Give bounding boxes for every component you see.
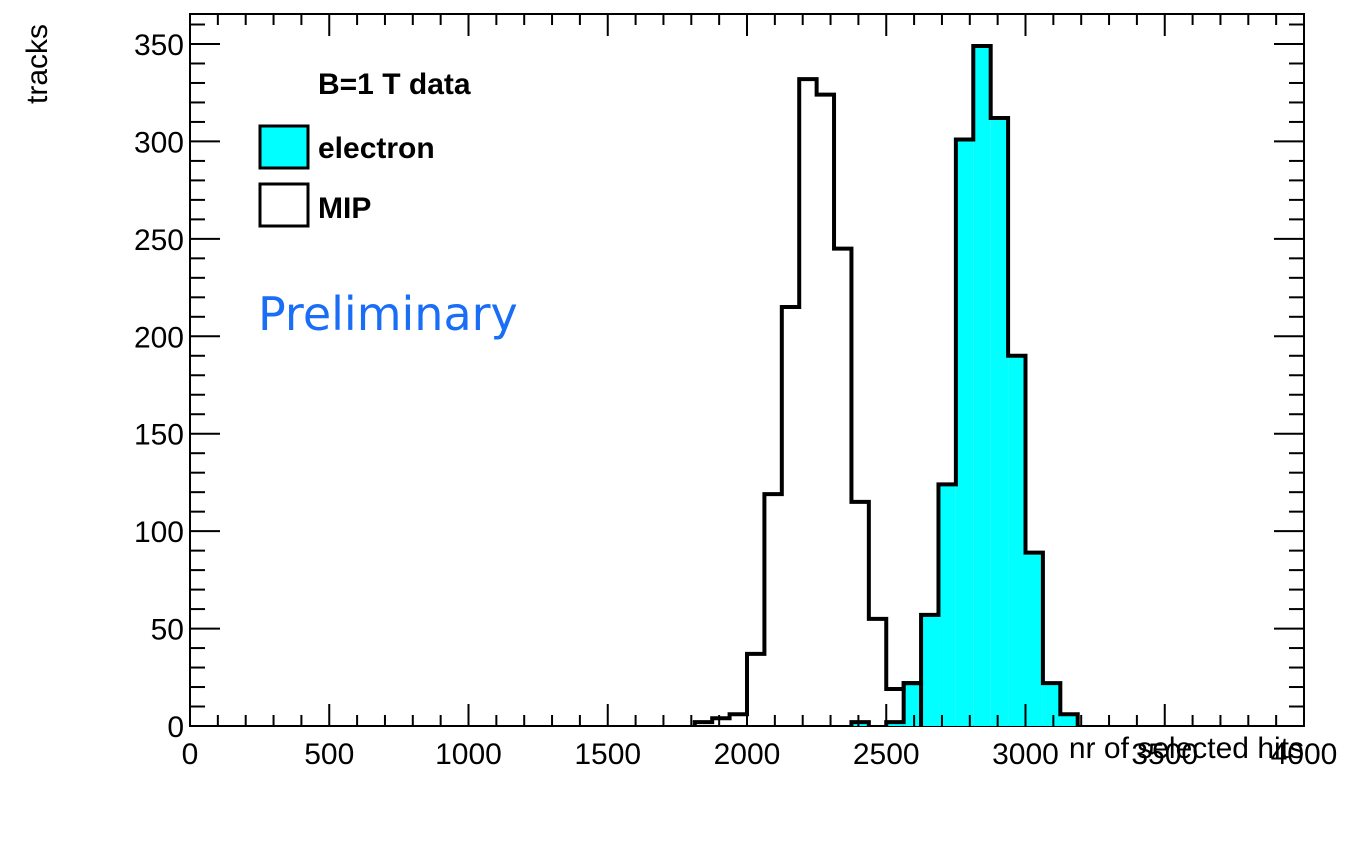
x-tick-label: 4000 [1271, 738, 1338, 771]
x-axis-title: nr of selected hits [1069, 732, 1304, 765]
bar-electron [1025, 552, 1043, 726]
series-mip [692, 77, 924, 726]
bar-electron [921, 614, 939, 726]
bar-mip [869, 619, 886, 726]
bar-electron [955, 139, 974, 727]
plot-border [189, 13, 1305, 727]
histogram-series [692, 43, 1080, 727]
bar-mip [764, 494, 781, 726]
y-tick-label: 300 [134, 126, 184, 159]
plot-frame [189, 13, 1305, 727]
y-tick-label: 350 [134, 29, 184, 62]
x-tick-label: 500 [304, 738, 354, 771]
y-tick-label: 250 [134, 224, 184, 257]
bar-mip [799, 79, 816, 726]
bar-electron [973, 45, 991, 727]
x-tick-label: 1000 [435, 738, 502, 771]
bar-electron [1042, 683, 1061, 726]
y-axis-title: tracks [21, 24, 54, 104]
bar-electron [1060, 714, 1078, 726]
legend-header: B=1 T data [318, 68, 471, 101]
bar-mip [851, 502, 868, 726]
legend-swatch-mip [258, 182, 310, 228]
axes: 0 500 1000 1500 2000 2500 3000 3500 4000 0 50 100 15… [134, 14, 1337, 771]
x-tick-label: 2000 [714, 738, 781, 771]
bar-electron [938, 484, 956, 726]
bar-mip [747, 654, 764, 726]
y-tick-label: 200 [134, 321, 184, 354]
bar-electron [990, 118, 1009, 726]
legend-label-mip: MIP [318, 192, 371, 225]
x-tick-label: 0 [182, 738, 199, 771]
preliminary-annotation: Preliminary [258, 287, 518, 341]
y-tick-label: 150 [134, 419, 184, 452]
outline-mip [692, 77, 924, 726]
bar-electron [1008, 355, 1026, 726]
y-tick-label: 0 [167, 711, 184, 744]
y-tick-label: 100 [134, 516, 184, 549]
legend: B=1 T data electron MIP [258, 68, 471, 228]
y-tick-label: 50 [151, 614, 184, 647]
bar-mip [834, 249, 851, 726]
x-tick-label: 3000 [992, 738, 1059, 771]
x-tick-label: 2500 [853, 738, 920, 771]
x-tick-label: 3500 [1131, 738, 1198, 771]
legend-label-electron: electron [318, 132, 435, 165]
bar-mip [782, 307, 799, 726]
series-electron [849, 43, 1080, 727]
bar-mip [817, 95, 834, 726]
bar-electron [903, 683, 922, 726]
legend-swatch-electron [258, 124, 310, 170]
x-tick-label: 1500 [574, 738, 641, 771]
